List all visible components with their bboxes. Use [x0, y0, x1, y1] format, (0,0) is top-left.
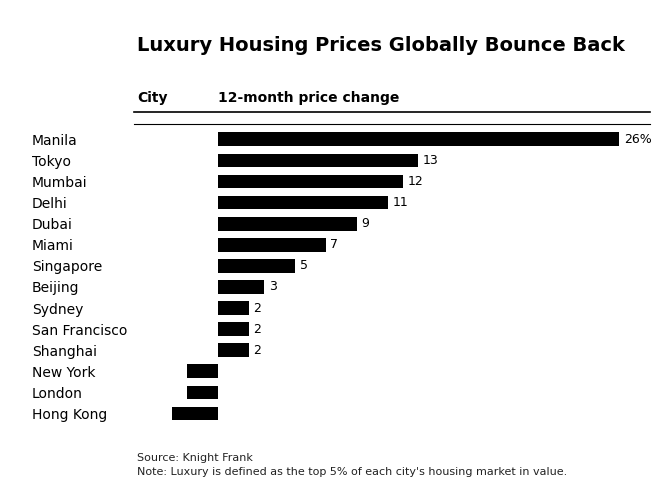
Text: Note: Luxury is defined as the top 5% of each city's housing market in value.: Note: Luxury is defined as the top 5% of… — [137, 467, 567, 477]
Text: -2: -2 — [192, 365, 204, 378]
Text: -3: -3 — [176, 407, 188, 420]
Bar — [172, 407, 218, 420]
Bar — [218, 280, 264, 294]
Bar — [218, 132, 619, 146]
Text: 2: 2 — [253, 344, 261, 357]
Bar — [187, 365, 218, 378]
Bar — [218, 217, 356, 231]
Text: 2: 2 — [253, 301, 261, 315]
Bar — [187, 385, 218, 399]
Text: Luxury Housing Prices Globally Bounce Back: Luxury Housing Prices Globally Bounce Ba… — [137, 36, 625, 55]
Bar — [218, 153, 419, 167]
Text: 2: 2 — [253, 323, 261, 336]
Text: 5: 5 — [299, 259, 308, 272]
Text: 26%: 26% — [624, 133, 651, 146]
Text: 13: 13 — [423, 154, 439, 167]
Text: -2: -2 — [192, 386, 204, 399]
Bar — [218, 175, 403, 188]
Bar — [218, 322, 249, 336]
Text: 3: 3 — [269, 280, 277, 293]
Text: 12-month price change: 12-month price change — [218, 91, 399, 105]
Bar — [218, 259, 295, 273]
Text: 9: 9 — [361, 217, 369, 230]
Bar — [218, 343, 249, 357]
Text: 12: 12 — [407, 175, 423, 188]
Text: 11: 11 — [392, 196, 408, 209]
Bar — [218, 196, 387, 210]
Bar — [218, 301, 249, 315]
Bar — [218, 238, 326, 251]
Text: Source: Knight Frank: Source: Knight Frank — [137, 453, 253, 463]
Text: 7: 7 — [330, 238, 338, 251]
Text: City: City — [137, 91, 168, 105]
